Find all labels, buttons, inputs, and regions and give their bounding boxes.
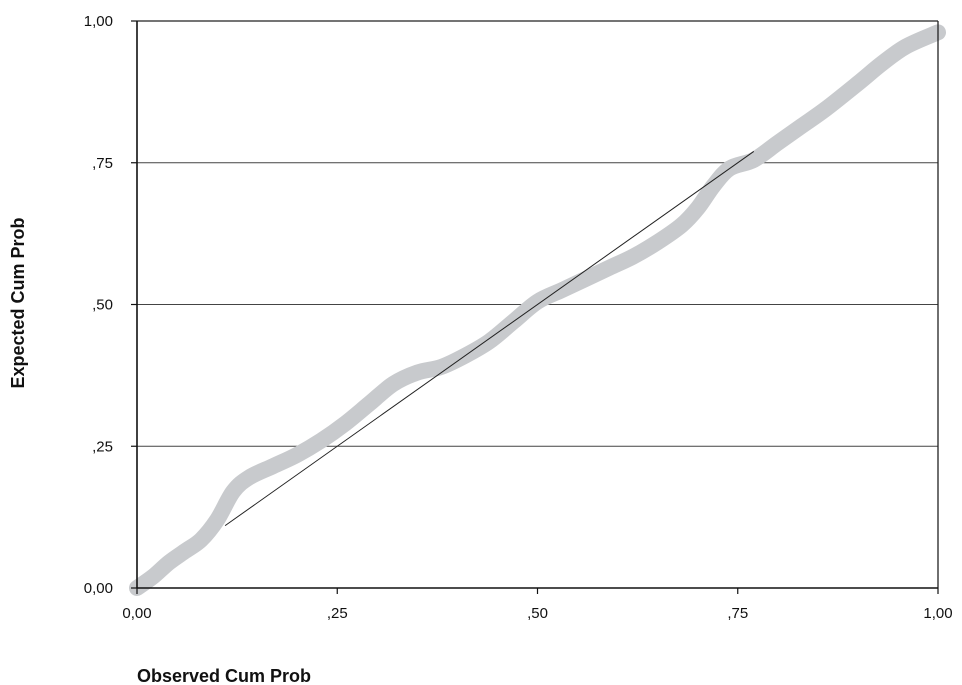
series-line-reference [224,151,755,527]
y-tick-label-4: 1,00 [84,13,113,30]
x-tick-label-1: ,25 [327,605,348,622]
y-tick-label-3: ,75 [92,155,113,172]
y-axis-title: Expected Cum Prob [8,217,28,388]
y-tick-label-0: 0,00 [84,580,113,597]
series-line-observed [129,24,946,596]
y-tick-label-1: ,25 [92,438,113,455]
x-tick-label-4: 1,00 [923,605,952,622]
x-tick-label-3: ,75 [727,605,748,622]
x-tick-label-0: 0,00 [122,605,151,622]
x-axis-title: Observed Cum Prob [137,666,311,685]
series-layer [129,24,946,596]
ticks-layer: 0,00 ,25 ,50 ,75 1,00 0,00 ,25 ,50 ,75 1,00 [84,13,953,622]
y-tick-label-2: ,50 [92,297,113,314]
x-tick-label-2: ,50 [527,605,548,622]
